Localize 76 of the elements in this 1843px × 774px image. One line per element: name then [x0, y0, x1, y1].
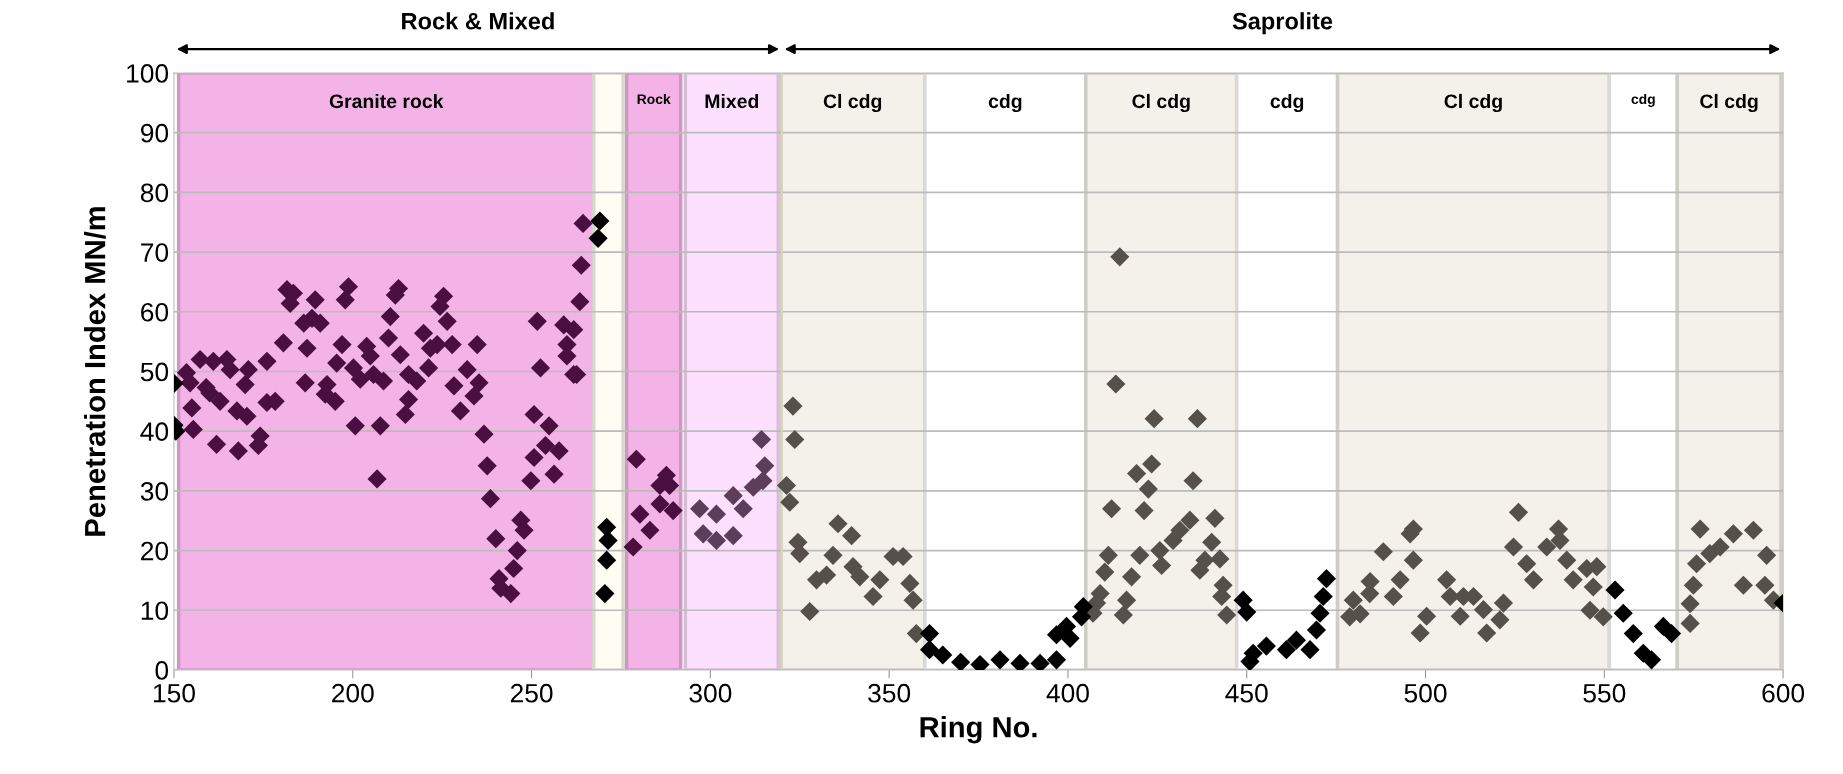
point: [1010, 653, 1030, 670]
point: [723, 526, 743, 546]
band-label: Cl cdg: [823, 93, 882, 113]
point: [1237, 602, 1257, 622]
point: [1641, 650, 1662, 670]
point: [1661, 623, 1682, 644]
y-axis-title: Penetration Index MN/m: [84, 207, 106, 536]
band-label: Cl cdg: [1444, 93, 1502, 113]
point: [1613, 603, 1633, 623]
band-label: Mixed: [705, 93, 759, 109]
y-tick-label: 50: [140, 362, 169, 382]
y-tick-label: 60: [141, 302, 169, 322]
point: [753, 471, 773, 491]
y-tick-label: 0: [155, 661, 169, 680]
x-tick-label: 500: [1404, 683, 1447, 703]
point: [1286, 630, 1306, 650]
y-tick-label: 80: [140, 183, 169, 203]
band-label: Granite rock: [329, 93, 444, 109]
band-label: Rock: [637, 93, 671, 105]
point: [751, 429, 772, 450]
point: [1046, 650, 1067, 670]
point: [1233, 590, 1253, 610]
point: [693, 524, 713, 544]
band-label: cdg: [1270, 93, 1304, 113]
point: [1256, 636, 1276, 656]
point: [690, 499, 710, 519]
x-tick-label: 550: [1583, 683, 1626, 703]
band-label: Cl cdg: [1700, 93, 1758, 113]
point: [598, 530, 618, 550]
point: [1313, 586, 1333, 607]
point: [706, 530, 726, 550]
x-tick-label: 350: [868, 683, 911, 703]
point: [919, 640, 940, 660]
point: [1623, 623, 1643, 644]
point: [595, 583, 615, 604]
x-tick-label: 200: [332, 683, 374, 703]
y-tick-label: 40: [140, 422, 169, 441]
point: [1605, 580, 1625, 600]
point: [723, 486, 743, 506]
x-tick-label: 400: [1046, 683, 1089, 703]
text: Saprolite: [1232, 12, 1333, 35]
band-label: Cl cdg: [1132, 93, 1190, 113]
point: [919, 623, 940, 644]
point: [733, 499, 753, 519]
point: [1300, 640, 1320, 660]
point: [1306, 620, 1327, 640]
x-tick-label: 250: [510, 683, 553, 703]
x-axis-title: Ring No.: [920, 716, 1037, 744]
point: [597, 550, 617, 570]
y-tick-label: 20: [141, 541, 169, 561]
point: [1240, 652, 1260, 670]
x-tick-label: 450: [1225, 683, 1268, 703]
point: [590, 211, 610, 231]
point: [1030, 653, 1050, 670]
point: [706, 504, 726, 524]
band-label: cdg: [988, 93, 1022, 113]
x-tick-label: 600: [1762, 683, 1805, 703]
x-tick-label: 300: [689, 683, 732, 703]
point: [1310, 603, 1330, 623]
y-tick-label: 90: [141, 123, 169, 143]
text: Rock & Mixed: [402, 12, 554, 30]
band-label: cdg: [1631, 93, 1655, 107]
y-tick-label: 30: [140, 482, 169, 501]
point: [755, 456, 775, 476]
point: [1056, 616, 1077, 636]
point: [588, 228, 608, 248]
point: [1046, 625, 1067, 645]
x-tick-label: 150: [153, 683, 195, 703]
point: [951, 652, 971, 670]
y-tick-label: 10: [141, 601, 169, 621]
y-tick-label: 70: [141, 243, 169, 262]
point: [990, 650, 1010, 670]
point: [1316, 569, 1337, 589]
point: [933, 645, 953, 665]
y-tick-label: 100: [127, 64, 169, 83]
point: [1276, 640, 1296, 660]
